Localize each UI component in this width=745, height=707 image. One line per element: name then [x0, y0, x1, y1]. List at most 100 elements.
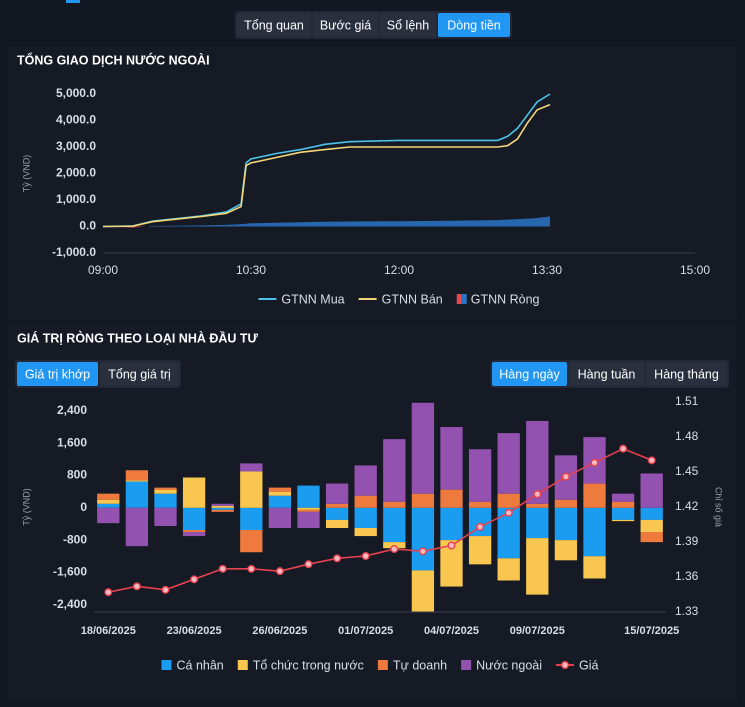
button[interactable]	[380, 13, 436, 37]
bar-segment	[325, 507, 349, 520]
bar-segment	[611, 493, 635, 502]
legend-label: Giá	[579, 658, 599, 672]
x-tick-label: 15:00	[680, 263, 710, 277]
bar-segment	[297, 509, 320, 512]
bar-segment	[154, 507, 177, 526]
bar-segment	[125, 507, 149, 547]
legend-swatch	[461, 294, 467, 304]
bar-segment	[468, 536, 492, 565]
price-point	[418, 547, 427, 556]
button-label[interactable]: Tổng quan	[244, 18, 304, 32]
y-tick-label: 5,000.0	[56, 86, 96, 100]
bar-segment	[325, 503, 349, 508]
button-label[interactable]: Giá trị khớp	[25, 367, 90, 381]
button[interactable]	[237, 13, 311, 37]
y-tick-label: 0.0	[79, 219, 96, 233]
y-tick-label: 2,400	[57, 403, 87, 417]
bar-segment	[611, 501, 635, 508]
bar-segment	[640, 507, 663, 520]
legend-label: GTNN Mua	[281, 292, 344, 306]
button[interactable]	[100, 362, 179, 386]
button-label[interactable]: Hàng tuần	[578, 367, 636, 381]
legend-label: Cá nhân	[177, 658, 224, 672]
legend: Cá nhân Tổ chức trong nước Tự doanh Nước ng…	[161, 658, 599, 672]
button-label[interactable]: Hàng ngày	[499, 367, 560, 381]
y-tick-label: -2,400	[53, 597, 87, 611]
button[interactable]	[313, 13, 378, 37]
bar-segment	[154, 487, 177, 490]
bar-segment	[297, 507, 320, 510]
button[interactable]	[492, 362, 567, 386]
y-axis-label: Tỷ (VND)	[21, 488, 31, 526]
bar-segment	[526, 503, 549, 508]
y2-tick-label: 1.45	[675, 464, 699, 478]
button[interactable]	[438, 13, 510, 37]
bar-segment	[583, 483, 606, 508]
bar-segment	[468, 501, 492, 508]
bar-segment	[526, 507, 549, 539]
bar-segment	[211, 505, 234, 508]
bar-segment	[583, 507, 606, 557]
bar-segment	[497, 558, 520, 581]
x-tick-label: 09:00	[88, 263, 118, 277]
y-tick-label: 1,600	[57, 435, 87, 449]
x-tick-label: 10:30	[236, 263, 266, 277]
bar-segment	[268, 487, 292, 492]
legend-label: Tự doanh	[393, 658, 447, 672]
bar-segment	[497, 493, 520, 508]
button[interactable]	[646, 362, 727, 386]
bar-segment	[554, 540, 578, 561]
y-tick-label: -800	[63, 532, 87, 546]
y-tick-label: 3,000.0	[56, 139, 96, 153]
bar-segment	[182, 530, 206, 533]
legend-swatch	[237, 660, 248, 670]
bar-segment	[440, 489, 463, 508]
price-point	[619, 444, 628, 453]
bar-segment	[211, 509, 234, 512]
line	[102, 103, 551, 228]
bar-segment	[154, 489, 177, 494]
price-point	[390, 545, 399, 554]
area	[103, 216, 550, 227]
bar-segment	[497, 507, 520, 559]
y-tick-label: -1,600	[53, 565, 87, 579]
y2-tick-label: 1.48	[675, 429, 699, 443]
bar-segment	[411, 493, 435, 508]
button-label[interactable]: Sổ lệnh	[387, 18, 429, 32]
price-point	[590, 458, 599, 467]
price-line	[108, 447, 653, 593]
y2-tick-label: 1.42	[675, 499, 699, 513]
x-tick-label: 01/07/2025	[338, 625, 393, 637]
button-label[interactable]: Dòng tiền	[447, 18, 501, 32]
button-label[interactable]: Bước giá	[320, 18, 371, 32]
button-label[interactable]: Hàng tháng	[654, 367, 719, 381]
bar-segment	[354, 528, 377, 537]
bar-segment	[182, 532, 206, 537]
button[interactable]	[569, 362, 644, 386]
bar-segment	[97, 507, 120, 524]
x-tick-label: 04/07/2025	[424, 625, 479, 637]
x-tick-label: 12:00	[384, 263, 414, 277]
bar-segment	[125, 481, 149, 508]
bar-segment	[97, 499, 120, 504]
bar-segment	[354, 465, 377, 496]
bar-segment	[440, 540, 463, 587]
legend-label: GTNN Ròng	[471, 292, 540, 306]
y-tick-label: 0	[80, 500, 87, 514]
x-tick-label: 18/06/2025	[81, 625, 136, 637]
y2-tick-label: 1.39	[675, 534, 699, 548]
price-point	[161, 585, 170, 594]
bar-segment	[383, 507, 406, 543]
bar-segment	[640, 473, 663, 508]
y2-tick-label: 1.33	[675, 604, 699, 618]
bar-segment	[154, 493, 177, 508]
price-point	[104, 588, 113, 597]
bar-segment	[383, 501, 406, 508]
button[interactable]	[17, 362, 98, 386]
bar-segment	[611, 507, 635, 520]
button-label[interactable]: Tổng giá trị	[108, 367, 171, 381]
bar-segment	[240, 471, 263, 508]
bar-segment	[97, 493, 120, 500]
price-point	[361, 552, 370, 561]
bar-segment	[325, 519, 349, 528]
